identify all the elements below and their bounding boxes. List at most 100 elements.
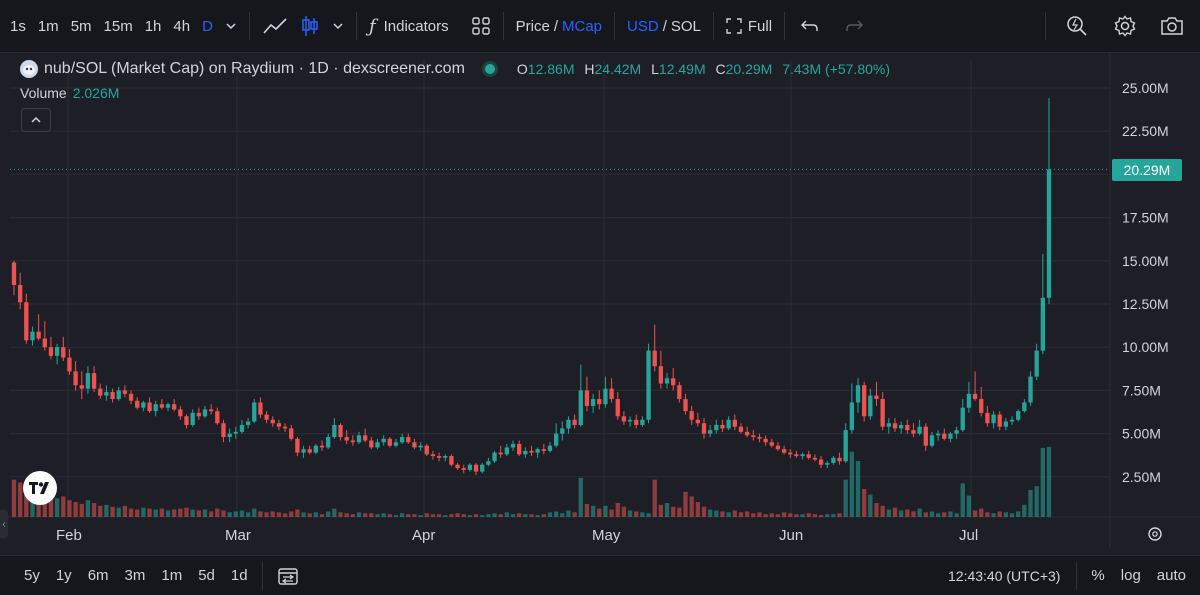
drawing-panel-handle[interactable]: ‹ — [0, 510, 8, 538]
date-range-icon[interactable] — [269, 566, 307, 586]
candle-body — [985, 412, 990, 424]
candle-body — [831, 457, 836, 463]
volume-bar — [1016, 511, 1021, 517]
candle-body — [190, 412, 195, 425]
candle-body — [467, 464, 473, 470]
undo-icon[interactable] — [795, 11, 825, 41]
candle-body — [430, 454, 436, 457]
volume-bar — [172, 509, 177, 517]
timeframe-d[interactable]: D — [202, 17, 213, 35]
volume-bar — [498, 514, 503, 517]
volume-bar — [326, 511, 331, 517]
candle-body — [979, 399, 984, 413]
volume-bar — [11, 479, 17, 517]
volume-bar — [486, 514, 491, 517]
timeframe-1m[interactable]: 1m — [37, 17, 59, 35]
separator — [784, 12, 786, 40]
range-6m[interactable]: 6m — [87, 567, 109, 584]
percent-scale-toggle[interactable]: % — [1091, 567, 1105, 584]
candle-body — [954, 430, 959, 434]
settings-gear-icon[interactable] — [1108, 11, 1142, 41]
candle-body — [381, 438, 386, 443]
candle-body — [701, 423, 707, 434]
timeframe-15m[interactable]: 15m — [103, 17, 133, 35]
volume-bar — [122, 505, 128, 517]
clock[interactable]: 12:43:40 (UTC+3) — [948, 567, 1061, 584]
candle-body — [535, 449, 540, 453]
volume-bar — [418, 515, 423, 517]
chevron-down-icon[interactable] — [219, 11, 243, 41]
timeframe-1h[interactable]: 1h — [144, 17, 162, 35]
volume-bar — [960, 483, 965, 517]
candle-body — [486, 461, 491, 465]
quick-search-icon[interactable] — [1060, 11, 1094, 41]
volume-bar — [683, 491, 688, 517]
candle-body — [960, 407, 965, 431]
line-chart-icon[interactable] — [256, 11, 294, 41]
log-scale-toggle[interactable]: log — [1120, 567, 1141, 584]
volume-bar — [757, 512, 762, 517]
collapse-legend-button[interactable] — [21, 108, 51, 132]
volume-bar — [54, 498, 60, 517]
volume-bar — [85, 500, 91, 517]
tradingview-logo-icon[interactable] — [23, 471, 57, 505]
range-5y[interactable]: 5y — [24, 567, 40, 584]
volume-bar — [529, 514, 534, 517]
usd-sol-toggle[interactable]: USD / SOL — [621, 11, 707, 41]
volume-bar — [911, 511, 916, 517]
candle-body — [54, 347, 60, 356]
candle-body — [732, 419, 737, 427]
timeframe-5m[interactable]: 5m — [70, 17, 92, 35]
volume-bar — [165, 510, 171, 517]
auto-scale-toggle[interactable]: auto — [1156, 567, 1186, 584]
volume-bar — [806, 513, 811, 517]
low-value: 12.49M — [658, 61, 706, 77]
sol-label: SOL — [670, 17, 701, 35]
indicators-button[interactable]: ƒ Indicators — [363, 11, 455, 41]
fullscreen-button[interactable]: Full — [720, 11, 778, 41]
candle-body — [923, 426, 928, 446]
candle-body — [36, 331, 41, 339]
timeframe-4h[interactable]: 4h — [173, 17, 191, 35]
volume-bar — [892, 507, 898, 517]
volume-bar — [178, 508, 183, 517]
candle-body — [387, 438, 392, 446]
candle-body — [202, 409, 208, 417]
layouts-grid-icon[interactable] — [465, 11, 497, 41]
time-tick-label: Jul — [959, 527, 978, 544]
candles-icon[interactable] — [294, 11, 326, 41]
volume-bar — [443, 515, 448, 517]
range-1d[interactable]: 1d — [230, 567, 248, 584]
candle-body — [677, 385, 682, 400]
redo-icon[interactable] — [839, 11, 869, 41]
price-tick-label: 2.50M — [1122, 469, 1161, 485]
separator — [355, 12, 357, 40]
candle-body — [424, 445, 429, 455]
range-3m[interactable]: 3m — [124, 567, 146, 584]
range-1m[interactable]: 1m — [161, 567, 183, 584]
price-chart[interactable]: 25.00M22.50M20.00M17.50M15.00M12.50M10.0… — [0, 52, 1200, 548]
candle-body — [695, 419, 700, 424]
volume-bar — [590, 505, 596, 517]
chevron-up-icon — [31, 116, 41, 123]
camera-screenshot-icon[interactable] — [1154, 11, 1190, 41]
open-key: O — [516, 61, 528, 77]
volume-bar — [523, 514, 528, 517]
volume-bar — [979, 508, 984, 517]
volume-bar — [972, 510, 978, 517]
candle-body — [227, 433, 232, 438]
separator — [261, 561, 263, 590]
price-mcap-toggle[interactable]: Price / MCap — [510, 11, 608, 41]
candle-body — [270, 419, 275, 424]
volume-bar — [147, 508, 152, 517]
range-1y[interactable]: 1y — [55, 567, 72, 584]
volume-bar — [818, 515, 824, 517]
candle-body — [369, 440, 374, 448]
volume-bar — [510, 514, 516, 517]
candle-body — [898, 424, 904, 429]
timeframe-1s[interactable]: 1s — [10, 17, 26, 35]
chevron-down-icon[interactable] — [326, 11, 350, 41]
range-5d[interactable]: 5d — [198, 567, 215, 584]
volume-bar — [436, 514, 442, 517]
function-icon: ƒ — [368, 15, 376, 37]
